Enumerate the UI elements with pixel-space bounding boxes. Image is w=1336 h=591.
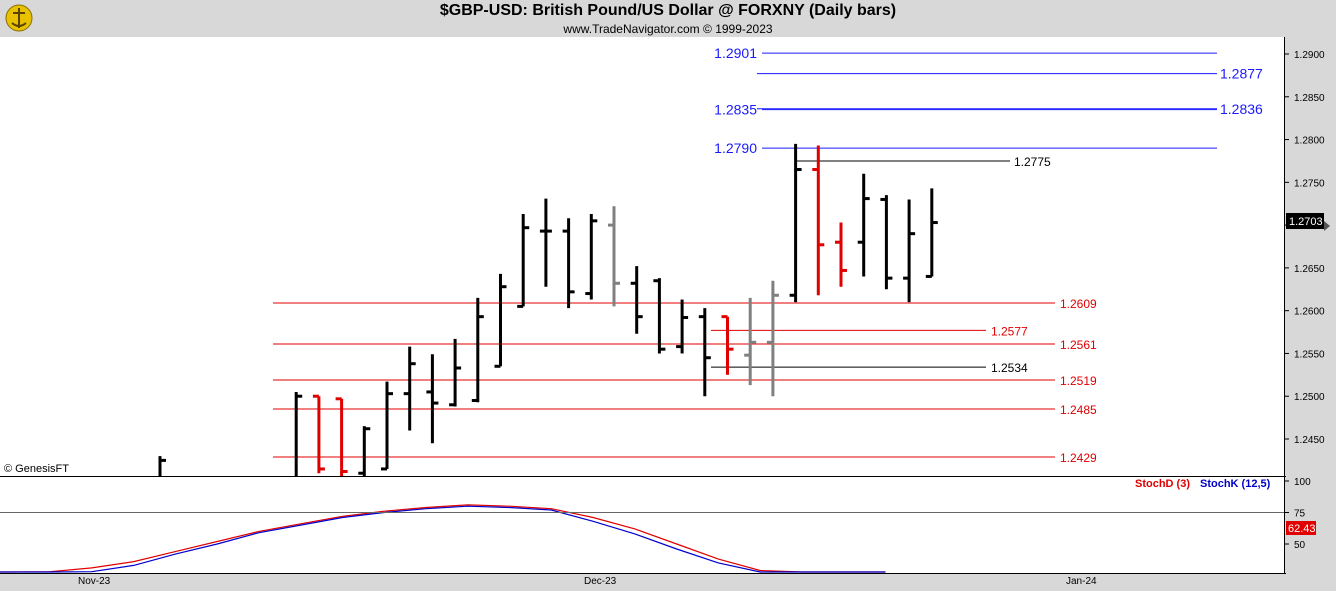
level-label: 1.2429 <box>1060 451 1097 465</box>
stoch-last-badge <box>1286 521 1316 535</box>
price-axis: 1.29001.28501.28001.27501.27001.26501.26… <box>1284 50 1325 446</box>
price-tick-label: 1.2600 <box>1294 307 1325 318</box>
level-label: 1.2577 <box>991 324 1028 338</box>
price-tick-label: 1.2550 <box>1294 349 1325 360</box>
level-label: 1.2561 <box>1060 338 1097 352</box>
xaxis-label-nov: Nov-23 <box>78 576 111 587</box>
chart-title: $GBP-USD: British Pound/US Dollar @ FORX… <box>439 2 897 19</box>
stoch-tick-label: 100 <box>1294 477 1311 488</box>
price-tick-label: 1.2900 <box>1294 50 1325 61</box>
level-label: 1.2835 <box>714 102 757 118</box>
stoch-axis: 100 75 50 <box>0 477 1311 551</box>
price-tick-label: 1.2850 <box>1294 93 1325 104</box>
chart-subtitle: www.TradeNavigator.com © 1999-2023 <box>563 22 773 36</box>
stoch-tick-label: 50 <box>1294 540 1306 551</box>
stoch-series-line <box>0 504 886 573</box>
xaxis-label-dec: Dec-23 <box>584 576 617 587</box>
level-label: 1.2485 <box>1060 403 1097 417</box>
price-tick-label: 1.2500 <box>1294 392 1325 403</box>
level-lines: 1.2901 1.2877 1.2836 1.2835 1.2790 1.2775 1.26… <box>273 45 1263 465</box>
tradenavigator-logo-icon <box>4 3 34 33</box>
level-label: 1.2836 <box>1220 101 1263 117</box>
price-tick-label: 1.2800 <box>1294 136 1325 147</box>
stoch-last-label: 62.43 <box>1288 523 1316 535</box>
copyright-label: © GenesisFT <box>4 463 69 475</box>
price-tick-label: 1.2650 <box>1294 264 1325 275</box>
level-label: 1.2519 <box>1060 374 1097 388</box>
level-label: 1.2609 <box>1060 297 1097 311</box>
price-panel <box>0 37 1284 476</box>
stoch-tick-label: 75 <box>1294 509 1306 520</box>
price-tick-label: 1.2750 <box>1294 178 1325 189</box>
last-price-label: 1.2703 <box>1289 216 1323 228</box>
level-label: 1.2790 <box>714 140 757 156</box>
level-label: 1.2534 <box>991 361 1028 375</box>
ohlc-bars <box>158 143 938 476</box>
stoch-panel <box>0 477 1284 573</box>
stochastic-lines <box>0 504 886 573</box>
level-label: 1.2901 <box>714 45 757 61</box>
price-tick-label: 1.2450 <box>1294 435 1325 446</box>
stochk-legend: StochK (12,5) <box>1200 478 1271 490</box>
stoch-series-line <box>0 505 886 573</box>
xaxis-label-jan: Jan-24 <box>1066 576 1097 587</box>
last-price-badge <box>1286 213 1324 229</box>
stochd-legend: StochD (3) <box>1135 478 1190 490</box>
level-label: 1.2775 <box>1014 155 1051 169</box>
scroll-right-icon[interactable] <box>1324 221 1330 231</box>
level-label: 1.2877 <box>1220 66 1263 82</box>
chart-header <box>0 0 1336 37</box>
